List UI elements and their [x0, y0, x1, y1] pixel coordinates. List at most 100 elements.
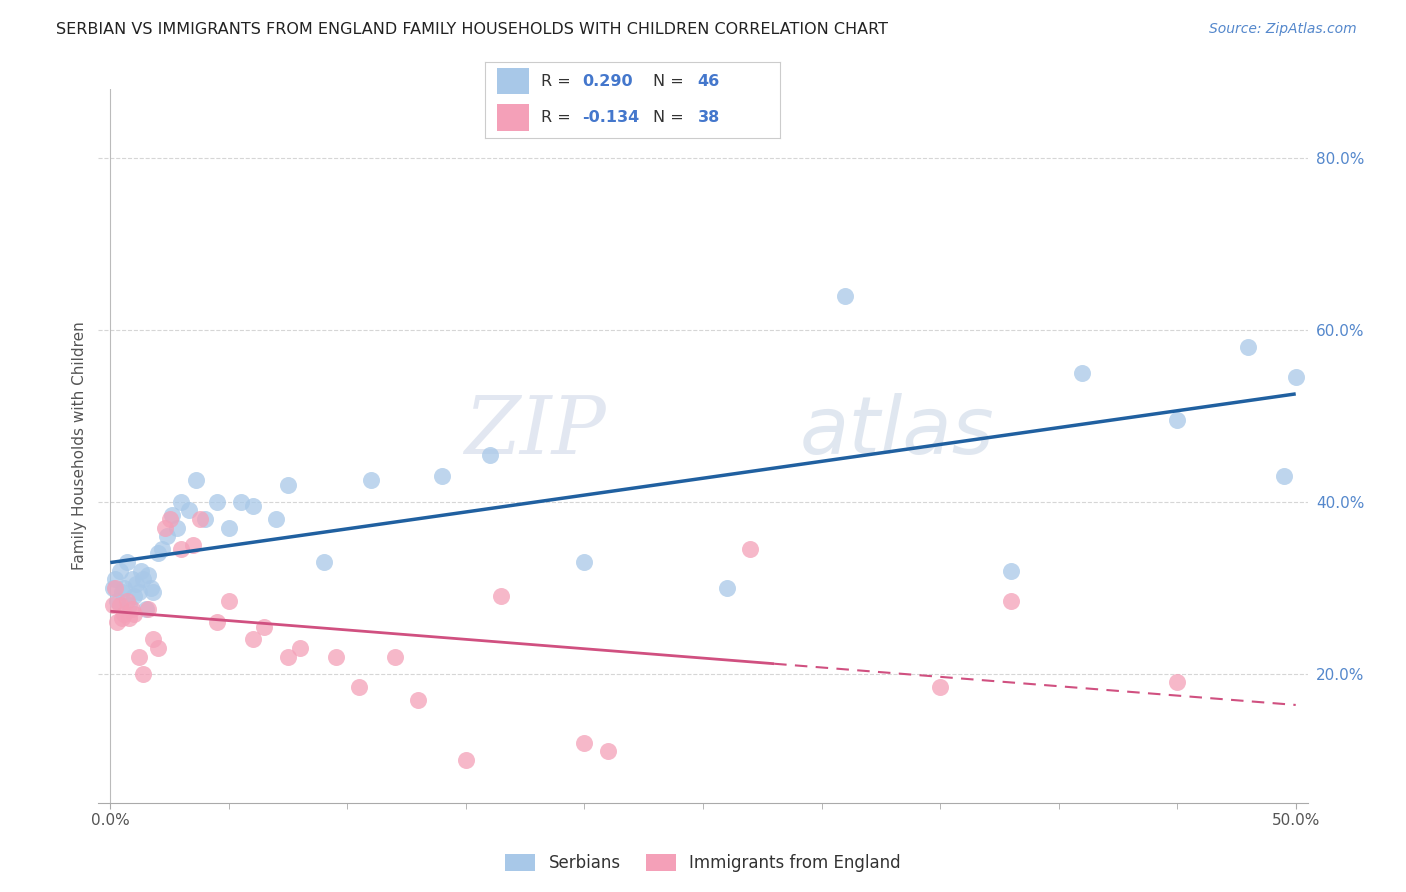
- Point: [242, 499, 264, 513]
- Point: [1272, 469, 1295, 483]
- Text: 38: 38: [697, 110, 720, 125]
- Y-axis label: Family Households with Children: Family Households with Children: [72, 322, 87, 570]
- Text: R =: R =: [541, 74, 576, 89]
- Point: [1166, 413, 1188, 427]
- Point: [408, 692, 430, 706]
- Point: [205, 615, 228, 630]
- Point: [1285, 370, 1308, 384]
- Point: [177, 503, 200, 517]
- Point: [1071, 366, 1094, 380]
- Point: [184, 474, 207, 488]
- Point: [105, 615, 128, 630]
- Point: [170, 542, 193, 557]
- Point: [101, 581, 124, 595]
- Point: [129, 564, 152, 578]
- Text: Source: ZipAtlas.com: Source: ZipAtlas.com: [1209, 22, 1357, 37]
- Point: [194, 512, 217, 526]
- Point: [105, 593, 128, 607]
- Point: [111, 611, 134, 625]
- Point: [108, 598, 131, 612]
- Point: [454, 753, 477, 767]
- Text: atlas: atlas: [800, 392, 994, 471]
- Text: SERBIAN VS IMMIGRANTS FROM ENGLAND FAMILY HOUSEHOLDS WITH CHILDREN CORRELATION C: SERBIAN VS IMMIGRANTS FROM ENGLAND FAMIL…: [56, 22, 889, 37]
- Point: [598, 744, 620, 758]
- Point: [101, 598, 124, 612]
- Point: [132, 572, 155, 586]
- Point: [1000, 564, 1022, 578]
- Point: [125, 576, 148, 591]
- Point: [146, 641, 169, 656]
- Point: [478, 448, 501, 462]
- Point: [115, 555, 138, 569]
- Point: [190, 512, 212, 526]
- Point: [360, 474, 382, 488]
- Text: 0.290: 0.290: [582, 74, 633, 89]
- Point: [170, 495, 193, 509]
- Point: [114, 581, 136, 595]
- Point: [834, 288, 856, 302]
- Point: [152, 542, 174, 557]
- Point: [574, 736, 596, 750]
- Point: [118, 611, 141, 625]
- Text: 46: 46: [697, 74, 720, 89]
- Point: [432, 469, 454, 483]
- Point: [128, 585, 150, 599]
- Point: [104, 581, 127, 595]
- Text: N =: N =: [654, 74, 689, 89]
- Point: [253, 619, 276, 633]
- Point: [108, 564, 131, 578]
- Text: N =: N =: [654, 110, 689, 125]
- Text: -0.134: -0.134: [582, 110, 640, 125]
- Point: [218, 593, 240, 607]
- Point: [160, 508, 183, 522]
- Point: [146, 546, 169, 560]
- Text: R =: R =: [541, 110, 576, 125]
- Point: [181, 538, 204, 552]
- Point: [740, 542, 762, 557]
- Point: [121, 572, 143, 586]
- Point: [135, 602, 157, 616]
- Point: [264, 512, 287, 526]
- Point: [142, 585, 165, 599]
- Point: [111, 585, 134, 599]
- Point: [139, 581, 162, 595]
- Point: [115, 593, 138, 607]
- Point: [132, 666, 155, 681]
- Point: [1237, 340, 1260, 354]
- Point: [277, 477, 299, 491]
- Point: [118, 598, 141, 612]
- Point: [929, 680, 952, 694]
- Point: [277, 649, 299, 664]
- Point: [205, 495, 228, 509]
- Point: [1000, 593, 1022, 607]
- Point: [114, 607, 136, 621]
- Point: [104, 572, 127, 586]
- Point: [159, 512, 181, 526]
- Point: [384, 649, 406, 664]
- Point: [218, 521, 240, 535]
- Point: [491, 590, 513, 604]
- Point: [121, 602, 143, 616]
- Legend: Serbians, Immigrants from England: Serbians, Immigrants from England: [496, 846, 910, 880]
- Point: [574, 555, 596, 569]
- Text: ZIP: ZIP: [464, 393, 606, 470]
- Bar: [496, 104, 529, 130]
- Point: [347, 680, 370, 694]
- Point: [128, 649, 150, 664]
- Point: [122, 590, 145, 604]
- Point: [156, 529, 179, 543]
- Point: [136, 602, 159, 616]
- Point: [325, 649, 347, 664]
- Point: [1166, 675, 1188, 690]
- Point: [136, 568, 159, 582]
- Point: [166, 521, 188, 535]
- Bar: [496, 68, 529, 95]
- Point: [142, 632, 165, 647]
- Point: [288, 641, 311, 656]
- Point: [242, 632, 264, 647]
- Point: [716, 581, 738, 595]
- Point: [312, 555, 335, 569]
- Point: [153, 521, 176, 535]
- Point: [122, 607, 145, 621]
- Point: [229, 495, 252, 509]
